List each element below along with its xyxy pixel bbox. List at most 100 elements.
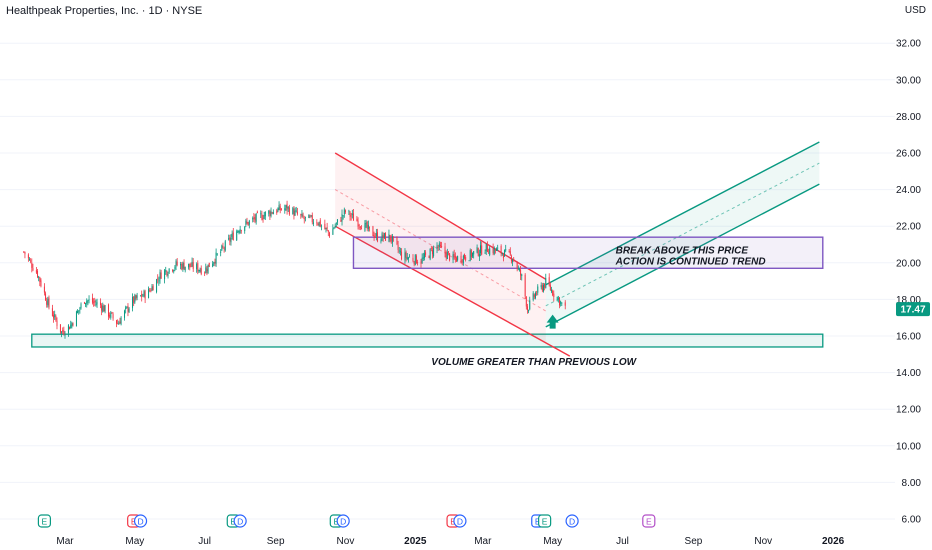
time-tick-label: 2025 [404, 536, 427, 547]
candle-body [336, 219, 338, 223]
candle-body [268, 210, 270, 214]
candle-body [160, 272, 162, 279]
candle-body [196, 264, 198, 270]
candle-body [55, 315, 57, 321]
candle-body [255, 213, 257, 222]
candle-body [311, 214, 313, 223]
candle-body [303, 217, 305, 220]
candle-body [165, 270, 167, 272]
candle-body [389, 235, 391, 240]
symbol-title: Healthpeak Properties, Inc. · 1D · NYSE [6, 5, 203, 17]
price-axis[interactable]: 6.00 8.00 10.00 12.00 14.00 16.00 18.00 20.00 22… [896, 39, 930, 526]
candle-body [436, 245, 438, 249]
candle-body [377, 232, 379, 242]
candle-body [86, 300, 88, 304]
candle-body [280, 208, 282, 210]
event-badge [37, 514, 51, 528]
ascending-channel-lower [545, 183, 820, 328]
candle-body [502, 254, 504, 258]
candle-body [107, 304, 109, 317]
candle-body [396, 236, 398, 245]
candle-body [142, 295, 144, 297]
candle-body [332, 228, 334, 235]
time-tick-label: Jul [198, 536, 211, 547]
candle-body [231, 233, 233, 237]
dividend-icon: D [133, 514, 148, 528]
candle-body [87, 300, 89, 302]
candle-body [261, 214, 263, 220]
candle-body [237, 230, 239, 233]
candle-body [366, 221, 368, 229]
candle-body [88, 299, 90, 301]
candle-body [484, 252, 486, 254]
candle-body [390, 238, 392, 242]
candle-body [302, 214, 304, 218]
candle-body [480, 245, 482, 253]
candle-body [409, 256, 411, 258]
candle-body [104, 305, 106, 312]
candle-body [528, 310, 530, 312]
candle-body [40, 280, 42, 287]
candle-body [278, 204, 280, 210]
candle-body [550, 289, 552, 292]
candle-body [556, 297, 558, 299]
candle-body [407, 257, 409, 259]
candle-body [549, 285, 551, 291]
candle-body [190, 266, 192, 268]
candle-body [460, 255, 462, 262]
candle-body [446, 252, 448, 260]
candle-body [521, 274, 523, 276]
price-tick-label: 26.00 [896, 149, 921, 160]
candle-body [468, 260, 470, 262]
candle-body [24, 251, 26, 255]
candle-body [148, 288, 150, 299]
dividend-icon: D [233, 514, 247, 528]
candle-body [262, 218, 264, 220]
candle-body [445, 252, 447, 258]
candle-body [328, 232, 330, 237]
candle-body [174, 267, 176, 269]
candle-body [388, 233, 390, 242]
candle-body [79, 308, 81, 310]
time-tick-label: Nov [337, 536, 355, 547]
candle-body [220, 251, 222, 253]
event-letter: E [542, 516, 548, 526]
event-badge [538, 514, 552, 528]
candle-body [365, 223, 367, 225]
candle-body [524, 274, 526, 297]
drawings-layer [31, 141, 824, 357]
candle-body [31, 262, 33, 268]
candle-body [189, 263, 191, 267]
candle-body [288, 207, 290, 215]
candle-body [368, 226, 370, 228]
candle-body [166, 270, 168, 276]
candle-body [461, 260, 463, 262]
candle-body [204, 272, 206, 274]
candle-body [341, 213, 343, 222]
candle-body [545, 278, 547, 288]
candle-body [293, 208, 295, 217]
candle-body [238, 231, 240, 233]
candle-body [439, 245, 441, 247]
time-axis[interactable]: Mar May Jul Sep Nov 2025 Mar May Jul Sep Nov 2026 [56, 536, 844, 547]
candle-body [533, 294, 535, 297]
candle-body [351, 213, 353, 215]
candle-body [173, 269, 175, 272]
candle-body [128, 308, 130, 313]
candle-body [372, 226, 374, 237]
candle-body [553, 293, 555, 297]
candle-body [540, 285, 542, 288]
candle-body [312, 222, 314, 224]
time-tick-label: Mar [474, 536, 492, 547]
descending-channel-lower [334, 225, 571, 357]
annotation-text: ACTION IS CONTINUED TREND [615, 256, 766, 267]
candle-body [447, 251, 449, 253]
event-letter: D [457, 516, 463, 526]
candle-body [152, 286, 154, 291]
event-letter: E [646, 516, 652, 526]
candle-body [340, 220, 342, 222]
candle-body [54, 314, 56, 318]
dividend-icon: D [565, 514, 579, 528]
price-tick-label: 16.00 [896, 332, 921, 343]
